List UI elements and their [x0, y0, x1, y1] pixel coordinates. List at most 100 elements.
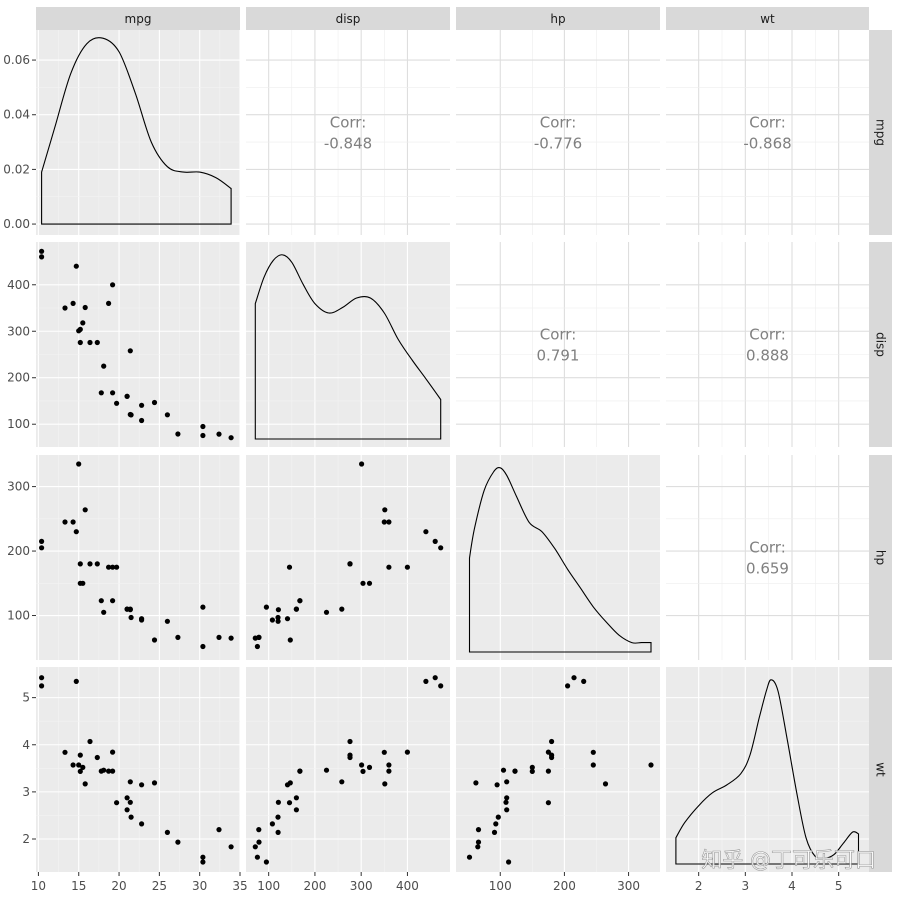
data-point [286, 800, 293, 806]
data-point [293, 807, 299, 813]
data-point [62, 519, 68, 525]
data-point [287, 637, 293, 643]
data-point [275, 829, 281, 836]
data-point [323, 609, 330, 615]
density-curve-hp [468, 467, 652, 653]
data-point [124, 807, 130, 813]
strip-top-label-hp: hp [550, 12, 565, 26]
data-point [200, 604, 206, 610]
y-tick-label: 0.04 [3, 108, 30, 122]
data-point [256, 839, 262, 845]
x-tick-label: 30 [192, 879, 207, 893]
corr-label: Corr: [330, 114, 367, 132]
data-point [106, 564, 112, 570]
data-point [164, 618, 170, 624]
data-point [87, 339, 93, 346]
density-curve-disp [254, 254, 442, 440]
corr-value: -0.848 [324, 135, 372, 153]
strip-right-wt [869, 667, 892, 872]
strip-right-mpg [869, 30, 892, 235]
data-point [466, 854, 473, 860]
data-point [495, 814, 501, 820]
strip-top-mpg [36, 7, 240, 30]
data-point [504, 807, 510, 813]
data-point [549, 738, 555, 745]
data-point [228, 844, 234, 850]
data-point [200, 643, 206, 650]
data-point [438, 545, 444, 551]
data-point [70, 519, 76, 525]
data-point [62, 305, 68, 311]
scatter-wt-vs-mpg [39, 675, 234, 865]
data-point [82, 781, 88, 787]
data-point [128, 814, 134, 820]
data-point [269, 617, 275, 623]
data-point [565, 683, 571, 689]
data-point [475, 839, 482, 845]
data-point [503, 799, 509, 805]
data-point [139, 616, 145, 622]
data-point [432, 675, 438, 681]
data-point [475, 827, 482, 833]
data-point [432, 538, 438, 545]
data-point [110, 598, 116, 604]
data-point [139, 417, 145, 424]
data-point [228, 435, 234, 441]
data-point [571, 675, 577, 681]
data-point [114, 400, 120, 406]
data-point [80, 320, 86, 326]
data-point [386, 519, 392, 525]
panel-background [666, 667, 869, 872]
data-point [293, 606, 299, 612]
panel-background [666, 30, 869, 235]
data-point [73, 678, 79, 685]
data-point [98, 390, 104, 396]
panel-background [666, 242, 869, 447]
y-tick-label: 300 [7, 480, 30, 494]
y-tick-label: 200 [7, 371, 30, 385]
corr-label: Corr: [749, 539, 786, 557]
data-point [87, 738, 93, 745]
x-tick-label: 4 [788, 879, 796, 893]
data-point [347, 561, 353, 567]
data-point [127, 779, 133, 785]
data-point [512, 768, 518, 774]
corr-value: 0.659 [746, 560, 789, 578]
panel-disp-hp [456, 242, 660, 447]
y-tick-label: 5 [22, 691, 30, 705]
y-tick-label: 0.02 [3, 162, 30, 176]
data-point [254, 643, 260, 650]
scatter-wt-vs-hp [466, 675, 654, 865]
x-tick-label: 20 [111, 879, 126, 893]
y-tick-label: 400 [7, 278, 30, 292]
data-point [77, 339, 83, 346]
data-point [106, 300, 112, 306]
corr-value: 0.791 [537, 347, 580, 365]
panel-background [666, 455, 869, 660]
data-point [73, 263, 79, 269]
data-point [404, 564, 410, 570]
scatter-disp-vs-mpg [39, 248, 234, 441]
panel-background [246, 242, 450, 447]
data-point [491, 829, 498, 836]
data-point [175, 431, 181, 437]
data-point [200, 854, 206, 860]
strip-top-label-disp: disp [336, 12, 361, 26]
data-point [590, 762, 596, 768]
data-point [39, 545, 45, 551]
data-point [87, 561, 93, 567]
data-point [506, 859, 512, 865]
data-point [98, 598, 104, 604]
x-tick-label: 200 [303, 879, 326, 893]
data-point [386, 762, 392, 768]
data-point [500, 767, 507, 773]
data-point [366, 764, 373, 771]
corr-value: -0.868 [743, 135, 791, 153]
data-point [366, 580, 373, 586]
data-point [256, 634, 262, 641]
panel-hp-hp [456, 455, 660, 660]
data-point [77, 768, 83, 775]
data-point [77, 752, 83, 758]
panel-mpg-mpg [36, 30, 241, 235]
